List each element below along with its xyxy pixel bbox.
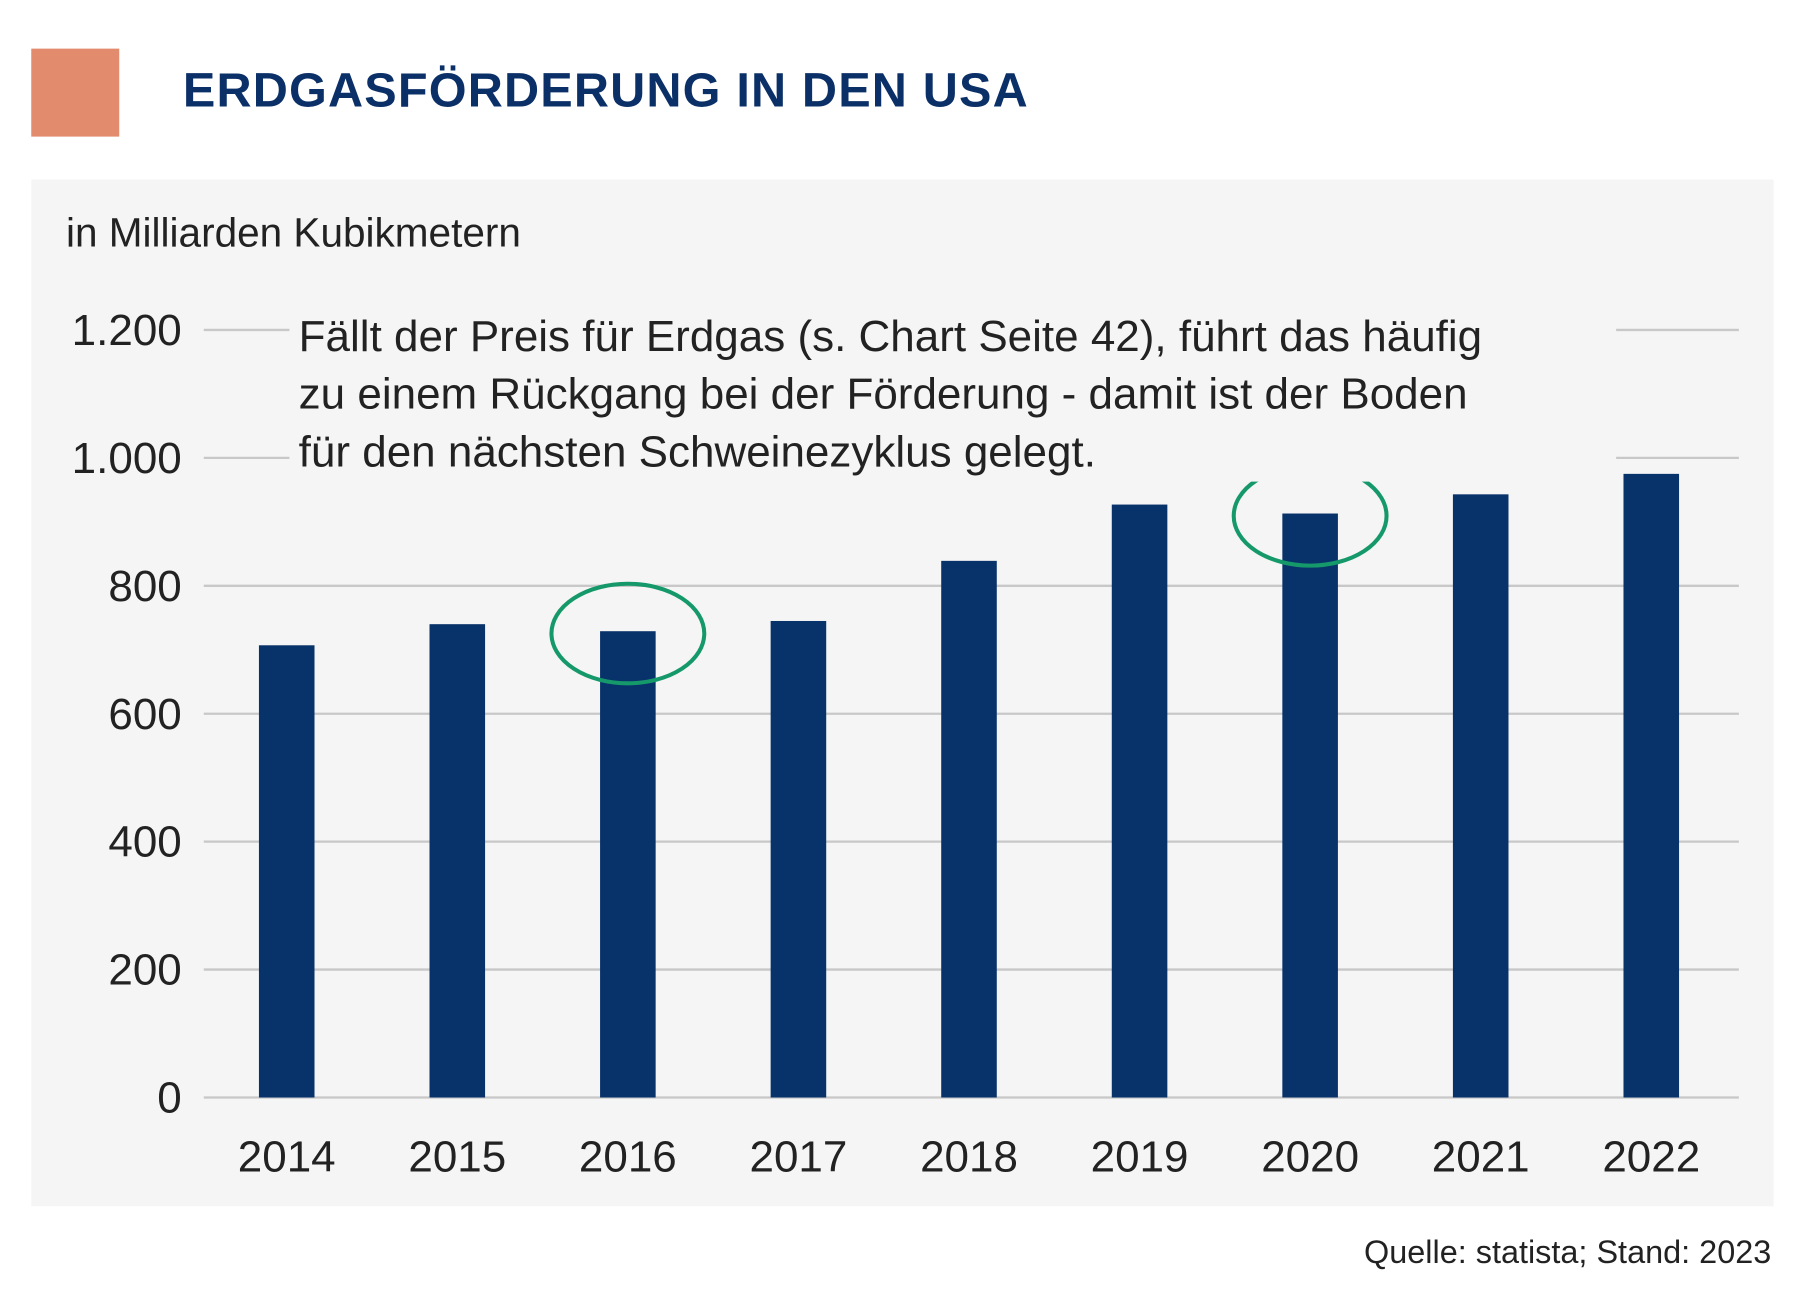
bar-2020	[1282, 513, 1338, 1098]
bar-2015	[429, 624, 486, 1098]
chart-title: ERDGASFÖRDERUNG IN DEN USA	[182, 62, 1029, 117]
y-tick-label: 1.200	[72, 306, 182, 355]
bar-2022	[1623, 473, 1680, 1098]
x-tick-label: 2015	[408, 1133, 506, 1182]
bar-2019	[1111, 504, 1168, 1098]
x-tick-label: 2018	[920, 1133, 1018, 1182]
x-tick-label: 2021	[1432, 1133, 1530, 1182]
bar-2016	[600, 631, 656, 1098]
y-axis-unit-label: in Milliarden Kubikmetern	[65, 210, 521, 256]
x-tick-label: 2016	[579, 1133, 677, 1182]
y-tick-label: 600	[108, 690, 181, 739]
y-tick-label: 800	[108, 562, 181, 611]
y-tick-label: 400	[108, 818, 181, 867]
bar-2021	[1452, 494, 1509, 1098]
y-tick-label: 1.000	[72, 434, 182, 483]
annotation-line: Fällt der Preis für Erdgas (s. Chart Sei…	[298, 312, 1483, 362]
x-tick-label: 2017	[749, 1133, 847, 1182]
x-tick-label: 2020	[1261, 1133, 1359, 1182]
x-tick-label: 2019	[1091, 1133, 1189, 1182]
accent-square	[31, 48, 120, 137]
annotation-line: zu einem Rückgang bei der Förderung - da…	[298, 370, 1468, 420]
y-tick-label: 200	[108, 946, 181, 995]
x-tick-label: 2014	[238, 1133, 336, 1182]
annotation-text: Fällt der Preis für Erdgas (s. Chart Sei…	[289, 307, 1617, 482]
source-note: Quelle: statista; Stand: 2023	[1364, 1234, 1772, 1270]
bar-2017	[770, 620, 827, 1098]
x-tick-label: 2022	[1602, 1133, 1700, 1182]
bar-2018	[941, 560, 997, 1098]
annotation-line: für den nächsten Schweinezyklus gelegt.	[298, 428, 1096, 477]
y-tick-label: 0	[157, 1074, 181, 1123]
bar-2014	[258, 645, 315, 1098]
highlight-circle-2016	[549, 581, 707, 686]
